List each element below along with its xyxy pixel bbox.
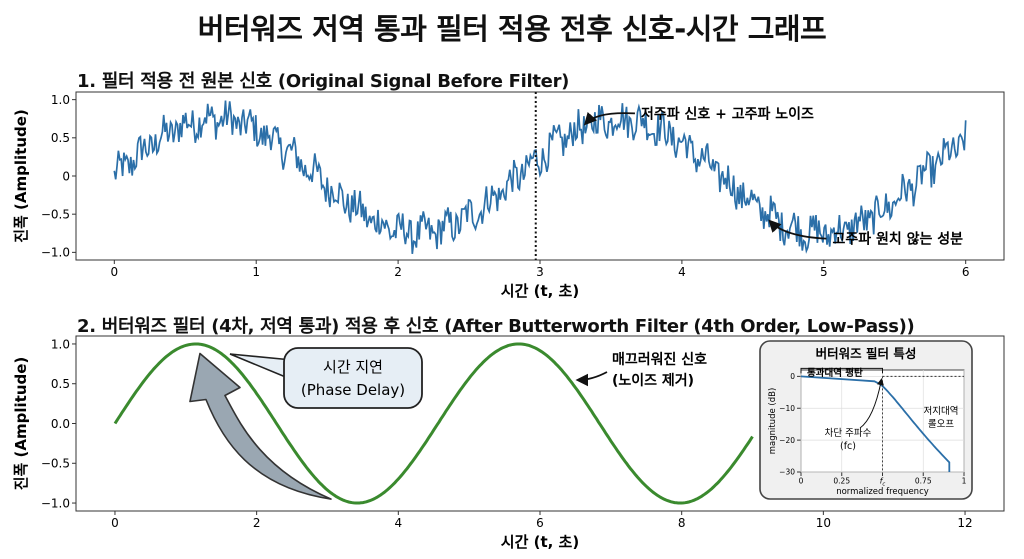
chart1-x-tick-label: 5 <box>820 265 828 279</box>
chart1-y-tick-label: 0.5 <box>51 131 70 145</box>
chart1-x-tick-label: 0 <box>110 265 118 279</box>
chart2-y-tick-label: −0.5 <box>41 457 70 471</box>
chart1-series-line <box>113 100 967 254</box>
inset-stopband-label-1: 저지대역 <box>924 406 959 417</box>
chart2-x-tick-label: 2 <box>253 516 261 530</box>
chart1-annotation-arrow <box>768 219 827 240</box>
chart2-x-tick-label: 10 <box>816 516 831 530</box>
inset-x-tick-label: 0 <box>799 477 804 486</box>
inset-x-tick-label: 1 <box>962 477 967 486</box>
inset-y-tick-label: −10 <box>779 404 795 413</box>
chart2-x-axis-label: 시간 (t, 초) <box>501 533 579 551</box>
chart2-y-axis-label: 진폭 (Amplitude) <box>12 357 30 491</box>
chart1-x-tick-label: 1 <box>252 265 260 279</box>
chart2-y-tick-label: 1.0 <box>51 337 70 351</box>
inset-y-axis-label: magnitude (dB) <box>768 388 778 455</box>
chart1-x-tick-label: 3 <box>536 265 544 279</box>
chart2-x-tick-label: 6 <box>536 516 544 530</box>
chart1-y-tick-label: −0.5 <box>41 208 70 222</box>
inset-x-tick-label: fc <box>880 477 886 488</box>
chart2-callout-box <box>283 347 423 409</box>
chart1-annotation-arrow <box>583 111 635 126</box>
inset-response-curve <box>800 375 951 473</box>
inset-cutoff-label: 차단 주파수 <box>825 427 872 439</box>
chart2-callout-pointer <box>229 353 293 380</box>
chart1-x-axis-label: 시간 (t, 초) <box>501 282 579 300</box>
inset-title: 버터워즈 필터 특성 <box>816 346 917 361</box>
chart2-x-tick-label: 12 <box>957 516 972 530</box>
inset-y-tick-label: −30 <box>779 468 795 477</box>
chart1-annotation-1: 저주파 신호 + 고주파 노이즈 <box>641 105 814 122</box>
chart2-callout-text: 시간 지연 (Phase Delay) <box>301 358 405 399</box>
chart2-x-tick-label: 8 <box>678 516 686 530</box>
chart1-x-tick-label: 2 <box>394 265 402 279</box>
chart2-phase-delay-arrow <box>189 352 332 500</box>
chart1-y-tick-label: 0 <box>62 169 70 183</box>
chart2-x-tick-label: 4 <box>395 516 403 530</box>
chart1-x-tick-label: 6 <box>962 265 970 279</box>
inset-cutoff-arrow <box>859 378 884 429</box>
chart1-y-tick-label: −1.0 <box>41 246 70 260</box>
chart1-title: 1. 필터 적용 전 원본 신호 (Original Signal Before… <box>77 71 570 92</box>
chart2-y-tick-label: 0.0 <box>51 417 70 431</box>
chart1-y-tick-label: 1.0 <box>51 93 70 107</box>
inset-x-axis-label: normalized frequency <box>836 487 929 497</box>
chart2-title: 2. 버터워즈 필터 (4차, 저역 통과) 적용 후 신호 (After Bu… <box>77 316 915 337</box>
page-title: 버터워즈 저역 통과 필터 적용 전후 신호-시간 그래프 <box>197 12 827 46</box>
chart1-x-tick-label: 4 <box>678 265 686 279</box>
chart1-y-axis-label: 진폭 (Amplitude) <box>12 109 30 243</box>
chart2-x-tick-label: 0 <box>111 516 119 530</box>
inset-cutoff-symbol: (fc) <box>840 441 856 452</box>
inset-y-tick-label: 0 <box>790 372 795 381</box>
chart1-annotation-2: 고주파 원치 않는 성분 <box>833 231 964 248</box>
inset-passband-bracket <box>800 367 883 374</box>
inset-passband-label: 통과대역 평탄 <box>807 367 863 379</box>
inset-x-tick-label: 0.75 <box>915 477 932 486</box>
chart2-annotation-arrow <box>575 371 608 387</box>
chart2-y-tick-label: −1.0 <box>41 496 70 510</box>
inset-stopband-label-2: 롤오프 <box>928 419 954 430</box>
chart2-annotation-smooth: 매끄러워진 신호 (노이즈 제거) <box>612 351 707 389</box>
inset-x-tick-label: 0.25 <box>833 477 850 486</box>
inset-y-tick-label: −20 <box>779 436 795 445</box>
chart2-y-tick-label: 0.5 <box>51 377 70 391</box>
chart2-series-line <box>113 342 754 505</box>
